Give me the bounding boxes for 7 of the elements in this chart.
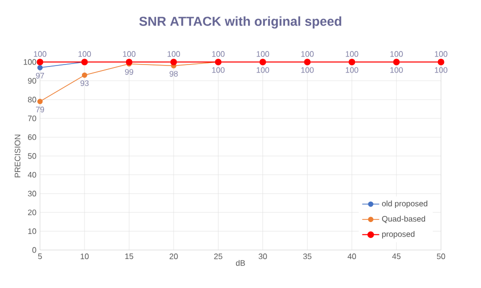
point xyxy=(126,58,132,66)
point xyxy=(37,64,43,70)
point xyxy=(170,58,177,66)
chart-title: SNR ATTACK with original speed xyxy=(139,16,342,29)
point xyxy=(37,98,43,104)
point xyxy=(82,72,88,78)
point xyxy=(36,58,44,66)
